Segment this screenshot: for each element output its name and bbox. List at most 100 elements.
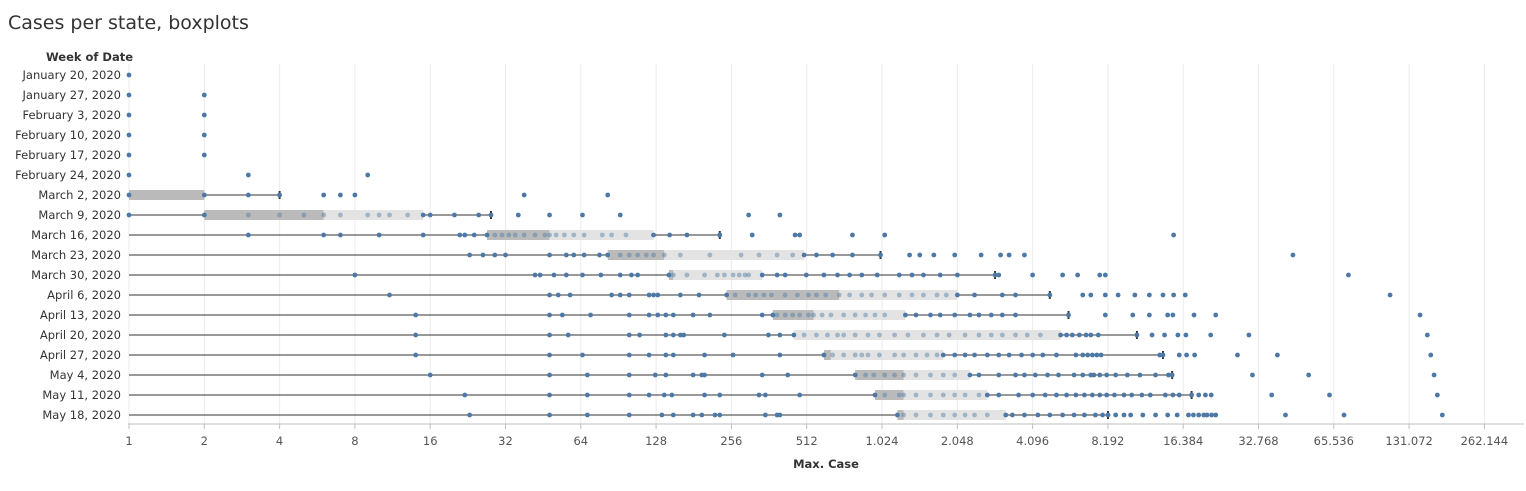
data-point [1170, 312, 1176, 318]
data-point [537, 272, 543, 278]
data-point [690, 312, 696, 318]
data-point [976, 332, 982, 338]
data-point [499, 232, 505, 238]
data-point [871, 372, 877, 378]
data-point [126, 72, 132, 78]
data-point [1022, 412, 1027, 418]
data-point [1250, 372, 1255, 378]
data-point [882, 292, 888, 298]
data-point [928, 312, 933, 318]
data-point [1387, 292, 1393, 298]
data-point [940, 412, 946, 418]
data-point [245, 212, 251, 218]
data-point [972, 292, 977, 298]
data-point [962, 352, 968, 358]
week-label: April 13, 2020 [40, 308, 121, 322]
data-point [201, 212, 207, 218]
data-point [988, 332, 994, 338]
data-point [782, 272, 788, 278]
data-point [782, 292, 788, 298]
data-point [609, 232, 615, 238]
grid-lines [128, 64, 1485, 424]
data-point [670, 332, 676, 338]
data-point [1016, 392, 1021, 398]
x-tick-label: 8 [351, 434, 358, 448]
data-point [532, 272, 538, 278]
upper-box [839, 290, 958, 300]
data-point [584, 412, 590, 418]
upper-box [664, 250, 805, 260]
week-row: March 2, 2020 [38, 188, 611, 202]
data-point [663, 312, 669, 318]
data-point [201, 132, 207, 138]
data-point [863, 372, 868, 378]
data-point [503, 252, 508, 258]
data-point [547, 212, 552, 218]
data-point [859, 292, 865, 298]
data-point [677, 292, 683, 298]
data-point [1006, 352, 1012, 358]
data-point [1146, 312, 1152, 318]
x-tick-label: 32 [498, 434, 513, 448]
data-point [1176, 352, 1182, 358]
data-point [738, 252, 744, 258]
week-label: March 2, 2020 [38, 188, 121, 202]
data-point [1088, 292, 1094, 298]
x-tick-label: 128 [645, 434, 667, 448]
data-point [352, 272, 358, 278]
data-point [1080, 352, 1086, 358]
x-tick-label: 131.072 [1385, 434, 1433, 448]
data-point [663, 332, 669, 338]
data-point [452, 212, 457, 218]
lower-box [129, 190, 205, 200]
data-point [797, 392, 803, 398]
week-row: March 30, 2020 [31, 268, 1351, 282]
data-point [580, 352, 585, 358]
data-point [717, 412, 723, 418]
data-point [1183, 332, 1189, 338]
data-point [597, 252, 602, 258]
data-point [1024, 332, 1030, 338]
data-point [1189, 392, 1194, 398]
data-point [782, 312, 788, 318]
data-point [835, 332, 840, 338]
data-point [623, 232, 629, 238]
week-row: January 20, 2020 [22, 68, 132, 82]
data-point [696, 292, 702, 298]
data-point [547, 232, 552, 238]
data-point [571, 252, 577, 258]
data-point [707, 252, 713, 258]
data-point [563, 272, 569, 278]
data-point [126, 212, 132, 218]
data-point [1069, 332, 1075, 338]
data-point [913, 352, 919, 358]
data-point [1088, 332, 1094, 338]
data-point [1162, 332, 1167, 338]
data-point [999, 332, 1005, 338]
data-point [1047, 412, 1053, 418]
data-point [1102, 272, 1108, 278]
data-point [677, 332, 683, 338]
data-point [126, 192, 132, 198]
week-row: March 9, 2020 [38, 208, 783, 222]
data-point [907, 252, 912, 258]
data-point [913, 372, 919, 378]
data-point [896, 292, 902, 298]
week-row: March 16, 2020 [31, 228, 1177, 242]
data-point [1082, 392, 1087, 398]
data-point [972, 352, 977, 358]
week-row: March 23, 2020 [31, 248, 1296, 262]
data-point [1058, 332, 1063, 338]
data-point [1134, 332, 1140, 338]
data-point [762, 392, 768, 398]
data-point [547, 352, 552, 358]
data-point [1246, 332, 1252, 338]
data-point [126, 132, 132, 138]
data-point [795, 292, 800, 298]
data-point [337, 212, 343, 218]
data-point [790, 312, 796, 318]
data-point [992, 272, 998, 278]
data-point [756, 252, 762, 258]
lower-box [772, 310, 814, 320]
x-tick-label: 1.024 [866, 434, 899, 448]
